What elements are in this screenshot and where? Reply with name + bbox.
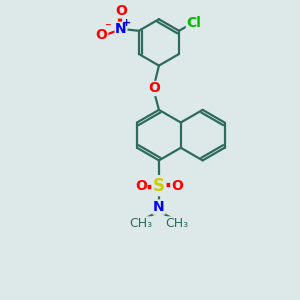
Text: Cl: Cl — [186, 16, 201, 30]
Text: O: O — [148, 82, 160, 95]
Text: O: O — [115, 4, 127, 18]
Text: O: O — [96, 28, 108, 42]
Text: ⁻: ⁻ — [104, 21, 111, 34]
Text: +: + — [122, 18, 132, 28]
Text: O: O — [171, 179, 183, 193]
Text: S: S — [153, 177, 165, 195]
Text: CH₃: CH₃ — [165, 217, 188, 230]
Text: N: N — [115, 22, 127, 36]
Text: CH₃: CH₃ — [130, 217, 153, 230]
Text: O: O — [135, 179, 147, 193]
Text: N: N — [153, 200, 165, 214]
